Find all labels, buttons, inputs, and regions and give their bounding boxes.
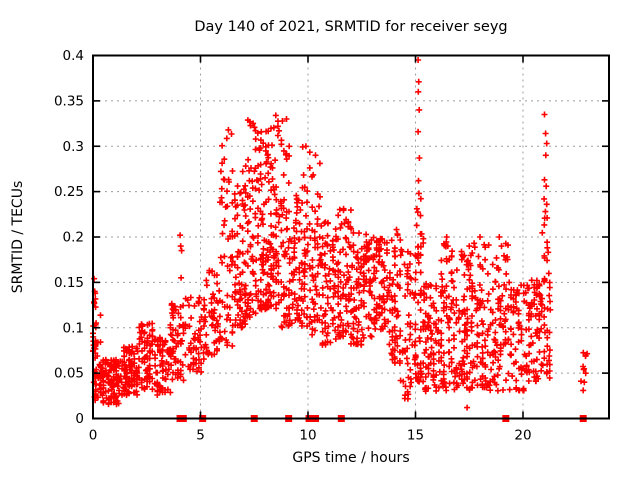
y-tick-label: 0.2 xyxy=(63,230,84,246)
axis-ticks-layer xyxy=(92,54,609,420)
y-axis-label: SRMTID / TECUs xyxy=(10,181,26,294)
scatter-points-layer xyxy=(90,57,591,411)
x-tick-label: 10 xyxy=(299,428,316,444)
x-tick-label: 20 xyxy=(514,428,531,444)
y-tick-label: 0.05 xyxy=(54,366,84,382)
y-tick-label: 0.25 xyxy=(54,184,84,200)
x-tick-label: 5 xyxy=(196,428,205,444)
data-points xyxy=(90,57,591,411)
y-tick-label: 0.35 xyxy=(54,93,84,109)
y-tick-label: 0 xyxy=(75,411,84,427)
gridlines xyxy=(93,55,609,419)
x-tick-label: 0 xyxy=(89,428,98,444)
chart-title: Day 140 of 2021, SRMTID for receiver sey… xyxy=(194,19,507,35)
x-tick-label: 15 xyxy=(407,428,424,444)
y-tick-label: 0.1 xyxy=(63,320,84,336)
tick-labels-layer: 0 5 10 15 20 0 0.05 0.1 0.15 0.2 0.25 0.3 0.35 0.4 xyxy=(54,48,532,444)
y-tick-label: 0.15 xyxy=(54,275,84,291)
y-tick-label: 0.4 xyxy=(63,48,84,64)
x-axis-label: GPS time / hours xyxy=(292,450,409,466)
y-tick-label: 0.3 xyxy=(63,139,84,155)
